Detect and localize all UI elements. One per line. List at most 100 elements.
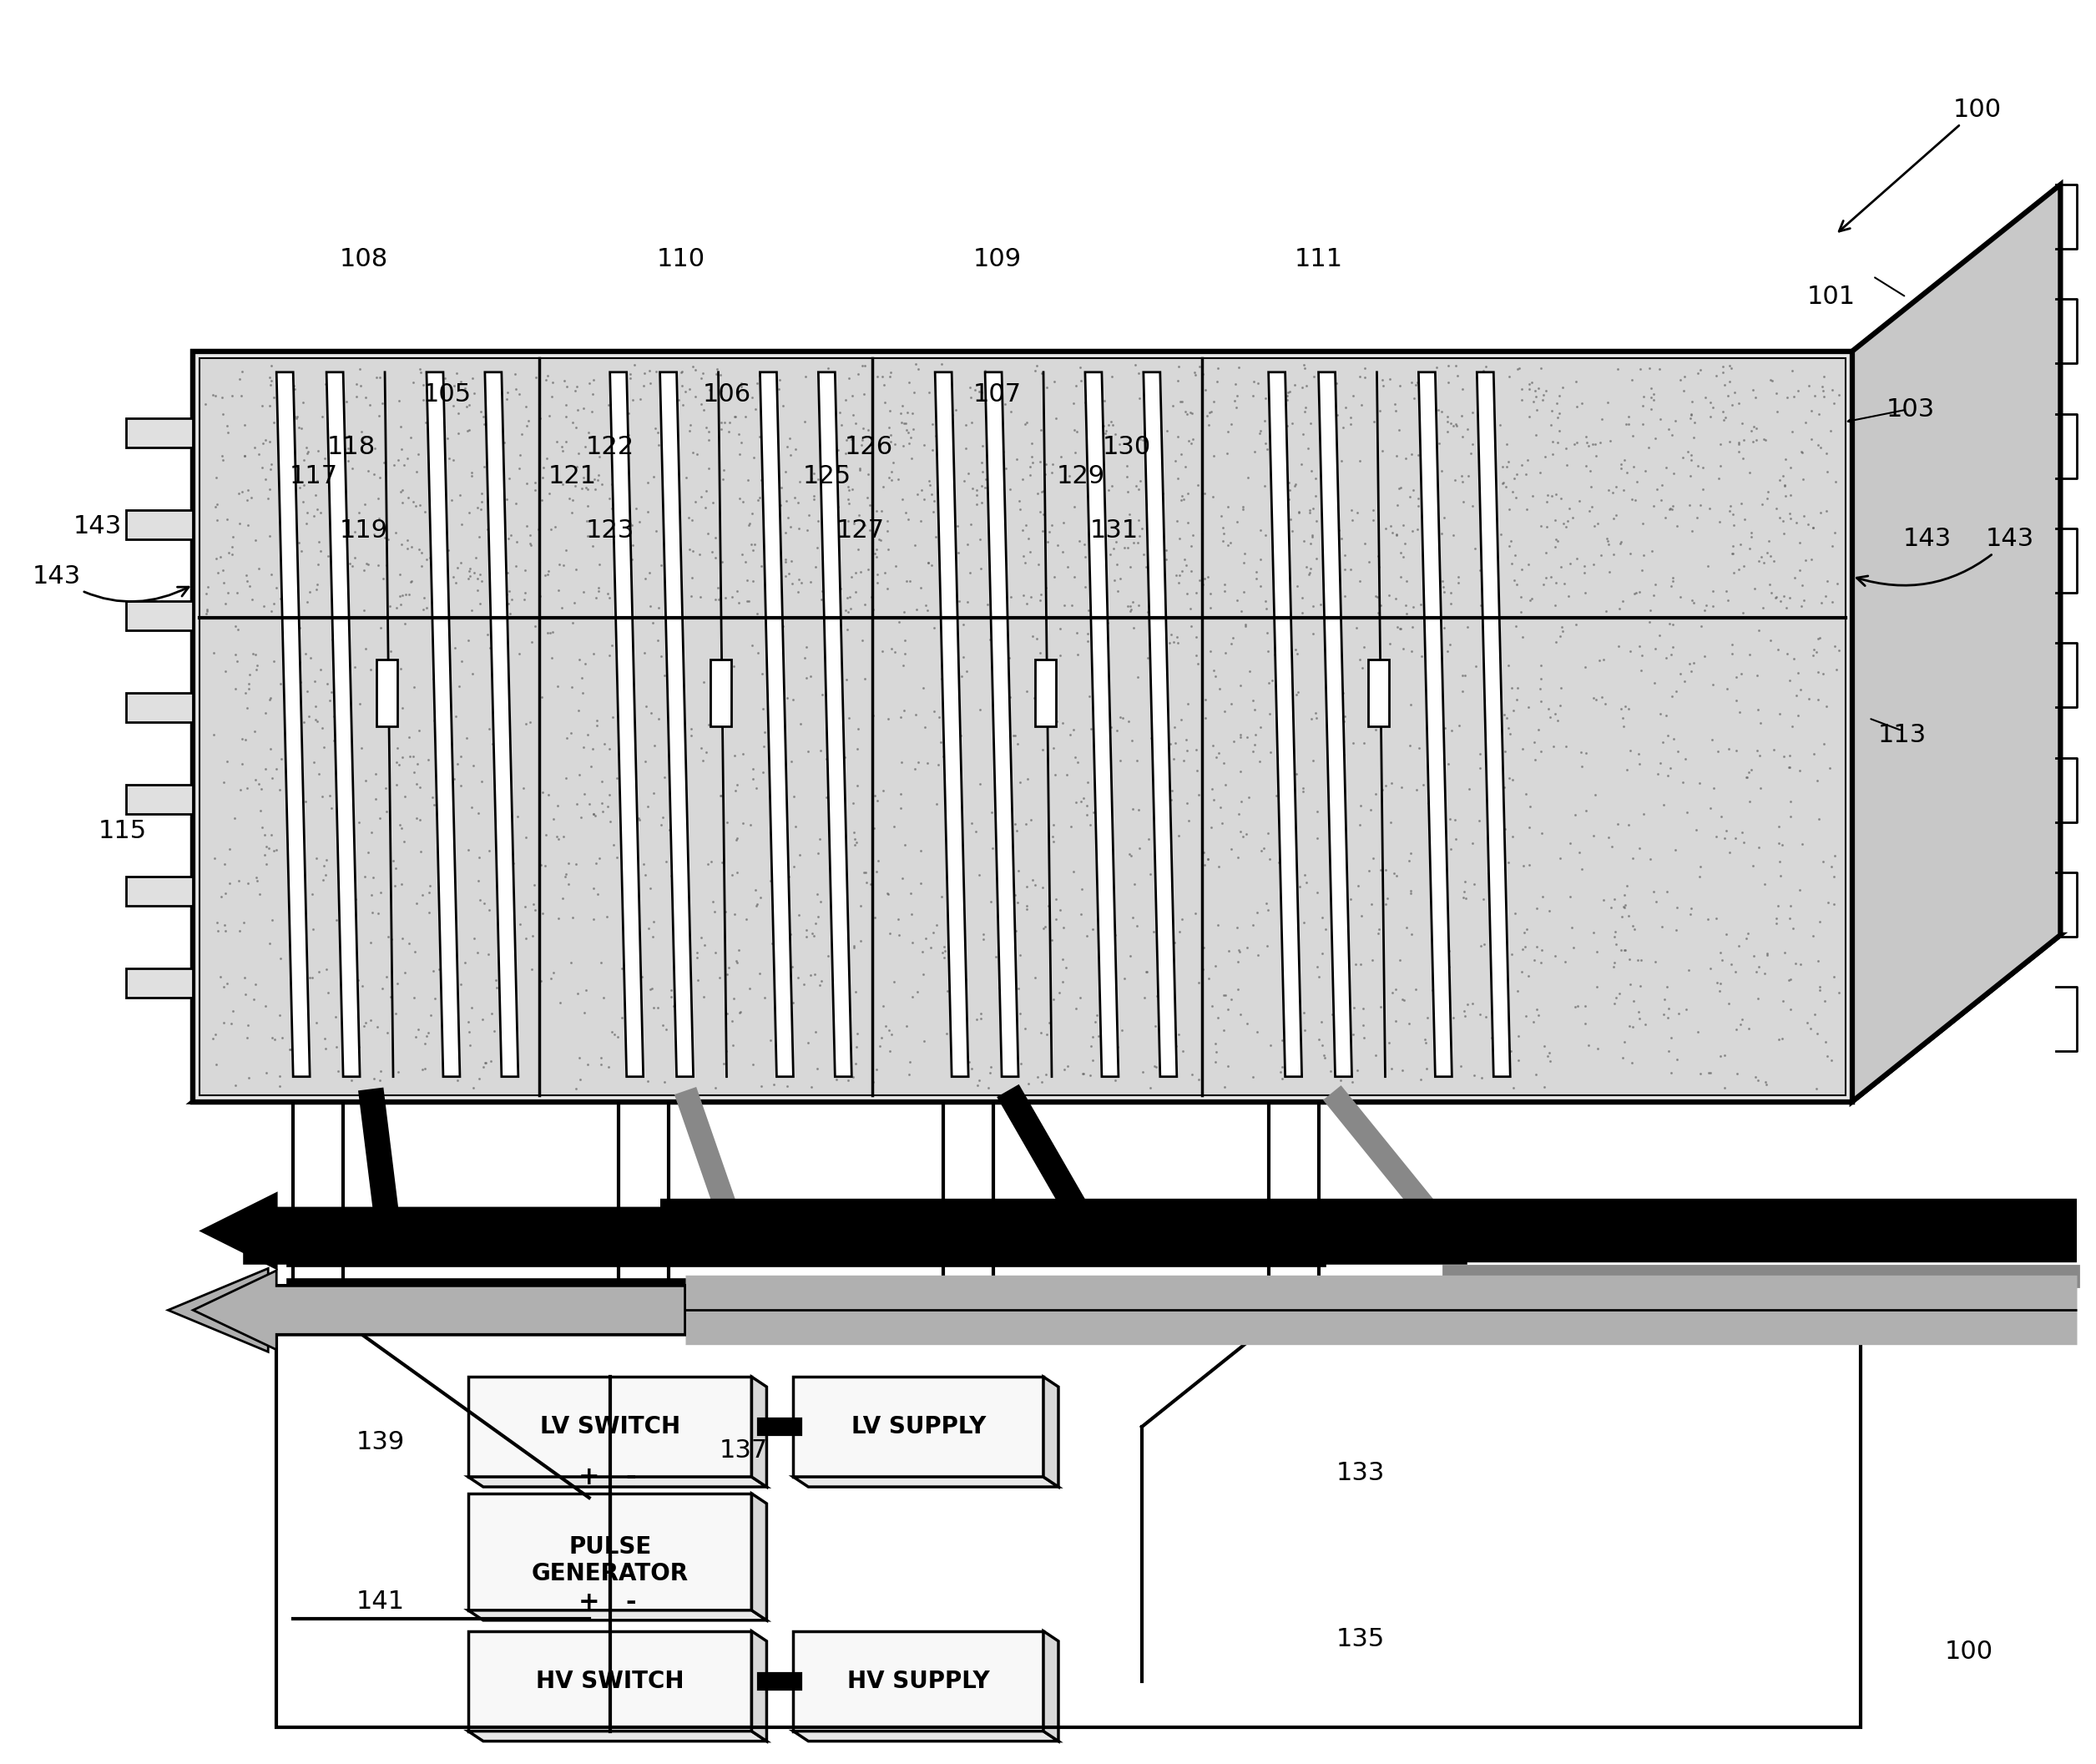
Point bbox=[1126, 513, 1159, 542]
Point bbox=[757, 573, 790, 602]
Point bbox=[1511, 446, 1545, 475]
Point bbox=[1316, 415, 1350, 443]
Point bbox=[1513, 370, 1547, 399]
Point bbox=[1140, 983, 1174, 1011]
Point bbox=[478, 1018, 511, 1046]
Point bbox=[1329, 983, 1362, 1011]
Point bbox=[1406, 771, 1440, 799]
Point bbox=[526, 464, 560, 492]
Point bbox=[1266, 635, 1300, 663]
Point bbox=[258, 1025, 291, 1053]
Point bbox=[767, 981, 801, 1009]
Point bbox=[602, 372, 635, 400]
Point bbox=[887, 409, 920, 437]
Point bbox=[1559, 610, 1593, 639]
Point bbox=[769, 561, 803, 589]
Point bbox=[1344, 363, 1377, 392]
Point bbox=[809, 783, 843, 811]
Point bbox=[1184, 813, 1218, 841]
Point bbox=[1603, 453, 1637, 482]
Point bbox=[805, 452, 838, 480]
Point bbox=[1029, 573, 1063, 602]
Point bbox=[369, 647, 402, 676]
Point bbox=[1293, 496, 1327, 524]
Point bbox=[1710, 921, 1744, 949]
Point bbox=[1402, 369, 1436, 397]
Point bbox=[1463, 806, 1497, 834]
Point bbox=[430, 751, 463, 780]
Point bbox=[1404, 1065, 1438, 1094]
Point bbox=[820, 1065, 853, 1094]
Point bbox=[1520, 395, 1553, 423]
Point bbox=[912, 596, 945, 624]
Point bbox=[1811, 691, 1844, 720]
Point bbox=[486, 667, 520, 695]
Point bbox=[1306, 1041, 1339, 1069]
Point bbox=[1121, 360, 1155, 388]
Point bbox=[436, 810, 470, 838]
Point bbox=[1023, 497, 1056, 526]
Bar bbox=[126, 877, 193, 905]
Point bbox=[386, 743, 419, 771]
Point bbox=[1528, 1073, 1562, 1101]
Point bbox=[1643, 621, 1677, 649]
Point bbox=[514, 520, 547, 549]
Point bbox=[1545, 483, 1578, 512]
Point bbox=[1327, 741, 1360, 769]
Point bbox=[926, 938, 960, 967]
Point bbox=[1811, 459, 1844, 487]
Point bbox=[509, 512, 543, 540]
Point bbox=[365, 974, 398, 1002]
Point bbox=[289, 497, 323, 526]
Point bbox=[633, 356, 667, 385]
Point bbox=[1694, 1058, 1727, 1087]
Point bbox=[321, 437, 354, 466]
Point bbox=[1626, 383, 1660, 411]
Point bbox=[1077, 594, 1111, 623]
Point bbox=[964, 471, 998, 499]
Point bbox=[576, 397, 610, 425]
Point bbox=[1029, 1060, 1063, 1088]
Point bbox=[1300, 508, 1333, 536]
Point bbox=[836, 381, 870, 409]
Text: 115: 115 bbox=[99, 818, 147, 843]
Point bbox=[1027, 476, 1061, 505]
Point bbox=[384, 813, 417, 841]
Point bbox=[1547, 570, 1580, 598]
Point bbox=[1293, 409, 1327, 437]
Polygon shape bbox=[752, 1378, 767, 1487]
Point bbox=[1228, 820, 1262, 848]
Point bbox=[1218, 727, 1251, 755]
Point bbox=[748, 534, 782, 563]
Point bbox=[698, 586, 732, 614]
Point bbox=[880, 464, 914, 492]
Point bbox=[354, 880, 388, 908]
Point bbox=[1423, 430, 1457, 459]
Point bbox=[1725, 409, 1759, 437]
Point bbox=[970, 473, 1004, 501]
Point bbox=[889, 409, 922, 437]
Point bbox=[543, 988, 576, 1016]
Point bbox=[1486, 469, 1520, 497]
Point bbox=[1763, 813, 1796, 841]
Point bbox=[966, 926, 1000, 954]
Point bbox=[729, 905, 763, 933]
Point bbox=[1773, 505, 1807, 533]
Point bbox=[964, 554, 998, 582]
Point bbox=[300, 496, 333, 524]
Point bbox=[1287, 1016, 1320, 1044]
Point bbox=[1773, 741, 1807, 769]
Point bbox=[1723, 1011, 1756, 1039]
Point bbox=[291, 677, 325, 706]
Point bbox=[1681, 1018, 1715, 1046]
Point bbox=[254, 820, 287, 848]
Point bbox=[1230, 723, 1264, 751]
Point bbox=[1668, 362, 1702, 390]
Point bbox=[994, 582, 1027, 610]
Point bbox=[1589, 596, 1622, 624]
Point bbox=[641, 993, 675, 1021]
Point bbox=[493, 850, 526, 878]
Point bbox=[1318, 637, 1352, 665]
Point bbox=[1465, 1064, 1499, 1092]
Point bbox=[1348, 355, 1381, 383]
